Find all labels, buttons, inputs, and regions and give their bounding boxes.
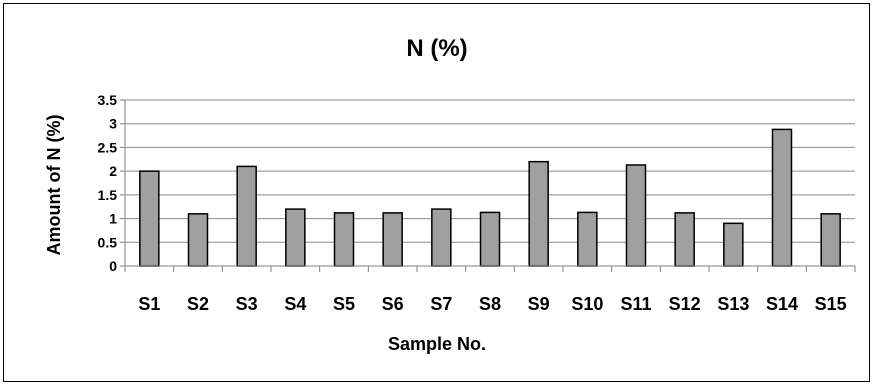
bar-s1 [139,170,160,267]
bar-s8 [479,211,501,267]
x-tick-label-s11: S11 [620,294,651,314]
bar-s3 [236,165,257,267]
y-tick-label: 2.5 [98,139,118,155]
bars [139,128,841,267]
x-tick-label-s3: S3 [236,294,258,314]
x-tick-label-s12: S12 [669,294,701,314]
x-tick-label-s10: S10 [571,294,603,314]
y-tick-label: 0 [109,258,117,274]
bar-s14 [771,128,793,267]
x-tick-label-s9: S9 [528,294,550,314]
x-tick-labels: S1 S2 S3 S4 S5 S6 S7 S8 S9 S10 S11 S12 S13 S14 S15 [138,294,846,314]
bar-s15 [820,213,841,267]
bar-s9 [528,160,549,267]
chart-title: N (%) [406,35,467,62]
bar-s11 [625,164,647,267]
y-tick-label: 2 [109,163,117,179]
x-axis-title: Sample No. [388,334,486,354]
x-tick-label-s8: S8 [479,294,501,314]
y-tick-labels: 0 0.5 1 1.5 2 2.5 3 3.5 [98,92,118,274]
bar-s4 [285,208,306,267]
y-tick-label: 0.5 [98,234,118,250]
bar-s10 [577,211,598,267]
x-tick-label-s2: S2 [187,294,209,314]
bar-s2 [187,213,209,267]
x-tick-label-s14: S14 [766,294,798,314]
x-tick-label-s13: S13 [717,294,749,314]
bar-s5 [333,212,355,267]
x-tick-label-s5: S5 [333,294,355,314]
x-tick-label-s1: S1 [138,294,160,314]
y-tick-label: 1 [109,211,117,227]
x-tick-label-s6: S6 [382,294,404,314]
x-tick-label-s7: S7 [430,294,452,314]
y-tick-label: 1.5 [98,187,118,203]
y-tick-label: 3 [109,116,117,132]
bar-s6 [382,212,403,267]
axes [124,100,856,272]
y-axis-title: Amount of N (%) [44,115,64,256]
y-tick-label: 3.5 [98,92,118,108]
x-tick-label-s15: S15 [815,294,847,314]
bar-s7 [431,208,452,267]
bar-s12 [674,212,695,267]
x-tick-label-s4: S4 [284,294,306,314]
bar-s13 [723,222,744,267]
